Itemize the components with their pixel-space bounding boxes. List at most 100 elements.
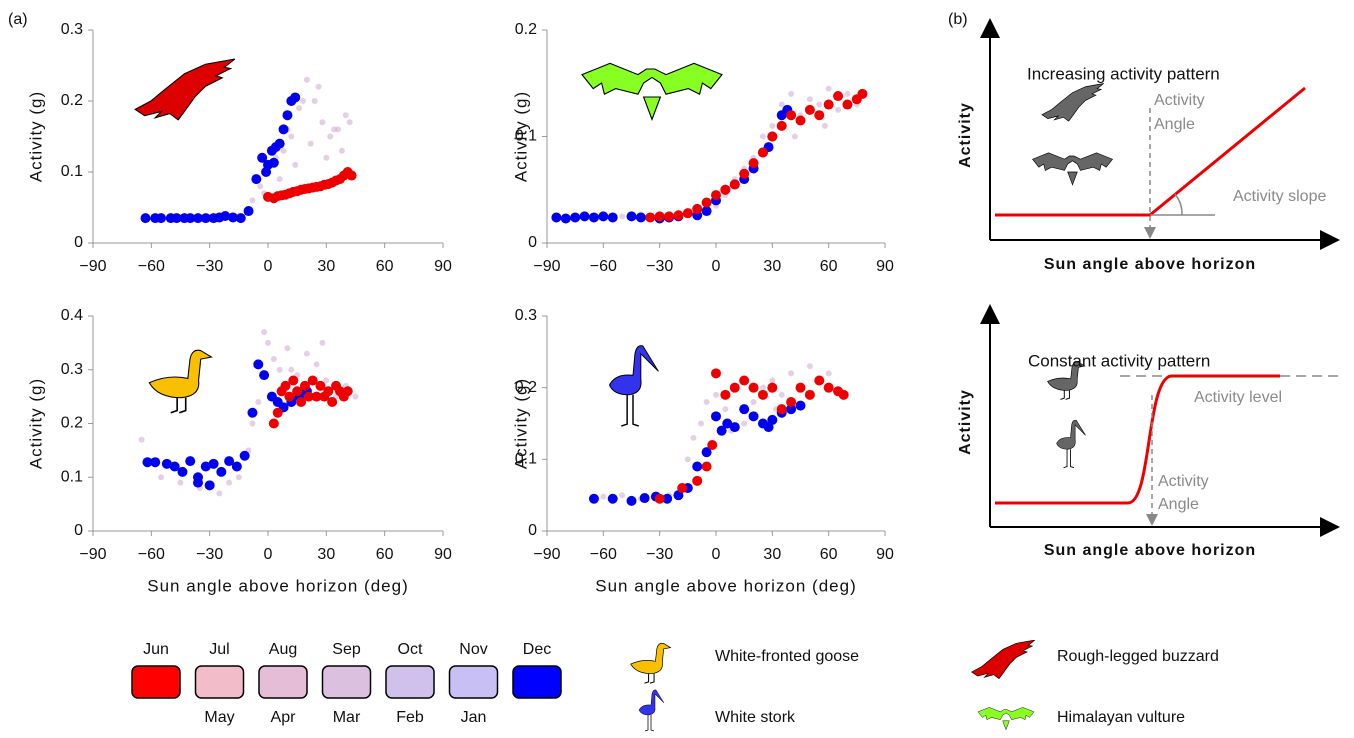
point xyxy=(701,206,712,217)
legend-label: Sep xyxy=(332,641,361,658)
point xyxy=(607,212,618,223)
point xyxy=(692,461,703,472)
scatter-chart: 0 0.1 0.2 −90 −60 −30 0 30 60 90 Activity (g) xyxy=(511,21,894,275)
point xyxy=(697,420,704,427)
schematic-ylabel: Activity xyxy=(957,102,974,168)
point xyxy=(729,382,740,393)
point xyxy=(261,329,268,336)
point xyxy=(231,461,242,472)
point xyxy=(769,122,776,129)
x-tick-label: −30 xyxy=(196,258,223,275)
x-tick-label: −90 xyxy=(533,258,560,275)
point xyxy=(158,474,165,481)
point xyxy=(235,213,246,224)
point xyxy=(327,397,338,407)
point xyxy=(177,466,188,477)
annotation: Angle xyxy=(1158,496,1199,513)
y-tick-label: 0.4 xyxy=(61,307,83,324)
point xyxy=(701,197,712,208)
point xyxy=(338,147,345,154)
point xyxy=(177,479,184,486)
x-tick-label: 0 xyxy=(712,546,721,563)
point xyxy=(204,480,215,491)
y-tick-label: 0.2 xyxy=(61,92,83,109)
x-tick-label: −60 xyxy=(138,258,165,275)
point xyxy=(257,183,264,190)
point xyxy=(757,389,768,400)
point xyxy=(711,190,721,201)
x-tick-label: 30 xyxy=(763,258,781,275)
panel-label: (b) xyxy=(948,11,968,28)
point xyxy=(788,90,795,97)
x-tick-label: 0 xyxy=(712,258,721,275)
point xyxy=(682,208,693,219)
point xyxy=(292,161,299,168)
point xyxy=(823,382,834,393)
point xyxy=(303,391,314,402)
point xyxy=(327,133,334,140)
point xyxy=(713,391,719,398)
x-axis-label: Sun angle above horizon (deg) xyxy=(147,576,409,595)
point xyxy=(711,411,721,422)
point xyxy=(759,384,766,391)
point xyxy=(720,389,731,400)
scatter-chart: 0 0.1 0.2 0.3 −90 −60 −30 0 30 60 90 Activity (g) xyxy=(26,21,452,275)
point xyxy=(767,131,778,142)
point xyxy=(249,420,256,427)
x-axis-label: Sun angle above horizon (deg) xyxy=(595,576,857,595)
point xyxy=(619,492,626,499)
point xyxy=(315,83,322,90)
point xyxy=(778,101,785,108)
species-label: Himalayan vulture xyxy=(1057,709,1185,726)
x-tick-label: 30 xyxy=(317,546,335,563)
point xyxy=(786,397,797,407)
point xyxy=(315,380,326,391)
legend-label: Mar xyxy=(333,709,361,726)
legend-swatch xyxy=(131,665,181,699)
point xyxy=(701,461,712,472)
point xyxy=(788,370,795,377)
point xyxy=(600,493,607,500)
point xyxy=(769,377,776,384)
point xyxy=(748,382,759,393)
point xyxy=(639,493,650,504)
point xyxy=(654,493,665,504)
point xyxy=(570,212,581,223)
point xyxy=(282,110,293,121)
point xyxy=(303,76,310,83)
legend-label: Jul xyxy=(209,641,229,658)
scatter-chart: 0 0.1 0.2 0.3 0.4 −90 −60 −30 0 30 60 90 Activity (g… xyxy=(26,307,452,595)
point xyxy=(551,212,562,223)
scatter-chart: 0 0.1 0.2 0.3 −90 −60 −30 0 30 60 90 Activity (g) Su… xyxy=(511,307,894,595)
gray-icon xyxy=(1056,419,1086,469)
point xyxy=(311,391,322,402)
point xyxy=(284,391,295,402)
x-tick-label: 30 xyxy=(763,546,781,563)
legend-swatch xyxy=(512,665,562,699)
point xyxy=(142,457,153,468)
y-tick-label: 0.3 xyxy=(61,361,83,378)
y-axis-label: Activity (g) xyxy=(26,378,45,469)
point xyxy=(857,88,868,99)
point xyxy=(261,167,272,177)
point xyxy=(342,386,353,397)
point xyxy=(220,211,231,222)
point xyxy=(626,211,637,222)
point xyxy=(257,152,268,163)
y-tick-label: 0 xyxy=(74,522,83,539)
point xyxy=(276,176,283,183)
point xyxy=(677,483,688,493)
schematic-title: Increasing activity pattern xyxy=(1027,64,1220,83)
point xyxy=(786,110,797,121)
point xyxy=(795,400,806,411)
point xyxy=(635,212,646,223)
point xyxy=(226,479,233,486)
point xyxy=(161,458,172,469)
x-tick-label: −90 xyxy=(533,546,560,563)
point xyxy=(346,119,353,126)
point xyxy=(716,425,727,436)
y-tick-label: 0 xyxy=(528,522,537,539)
point xyxy=(720,184,731,195)
x-tick-label: −90 xyxy=(79,546,106,563)
